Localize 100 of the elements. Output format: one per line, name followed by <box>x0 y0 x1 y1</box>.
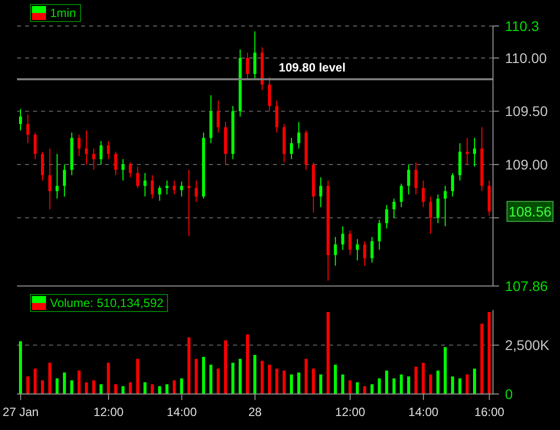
y-tick-label: 110.00 <box>505 50 547 66</box>
bar <box>187 337 190 394</box>
candlestick <box>422 180 425 208</box>
bar <box>128 382 132 394</box>
bar <box>216 368 220 394</box>
bar <box>363 386 366 394</box>
bar <box>180 378 184 394</box>
candlestick <box>128 162 132 178</box>
bar <box>275 368 278 394</box>
candlestick <box>187 169 190 236</box>
bar <box>422 362 425 394</box>
bar <box>143 382 146 394</box>
candlestick <box>392 198 396 218</box>
candlestick <box>275 100 278 134</box>
bar <box>414 366 418 394</box>
bar <box>106 362 110 394</box>
candlestick <box>56 153 59 200</box>
y-tick-label: 2,500K <box>505 337 550 354</box>
x-tick-label: 14:00 <box>166 405 198 419</box>
y-tick-label: 109.00 <box>505 156 548 173</box>
candlestick <box>84 130 88 166</box>
candlestick <box>78 134 81 156</box>
x-tick-label: 12:00 <box>335 405 366 419</box>
candlestick <box>473 137 476 168</box>
bar <box>136 358 140 394</box>
x-tick-label: 14:00 <box>408 405 439 419</box>
bar <box>444 347 447 394</box>
bar <box>334 364 337 394</box>
bar <box>348 380 352 394</box>
candlestick <box>451 172 454 197</box>
candlestick <box>400 183 403 208</box>
bar <box>290 374 293 394</box>
candlestick <box>458 142 462 182</box>
candlestick <box>194 180 198 202</box>
text: 108.56 <box>508 203 552 220</box>
candlestick <box>297 121 300 150</box>
candlestick <box>444 185 447 227</box>
y-tick-label: 109.50 <box>505 103 548 120</box>
candlestick <box>122 158 125 182</box>
candlestick <box>466 137 469 166</box>
candlestick <box>40 151 44 182</box>
bar <box>268 364 271 394</box>
bar <box>165 384 168 394</box>
bar <box>224 340 228 394</box>
bar <box>488 312 491 394</box>
bar <box>56 378 59 394</box>
bar <box>407 376 410 394</box>
candlestick <box>363 240 366 266</box>
x-tick-label: 28 <box>248 405 262 419</box>
candlestick <box>414 162 418 195</box>
bar <box>26 376 30 394</box>
y-tick-label: 107.86 <box>505 278 548 294</box>
candlestick <box>158 185 162 202</box>
bar <box>19 341 22 394</box>
candlestick <box>429 196 432 234</box>
candlestick <box>34 132 37 160</box>
bar <box>40 380 44 394</box>
candlestick <box>216 100 220 134</box>
bar <box>84 382 88 394</box>
candlestick <box>436 194 440 224</box>
candlestick <box>341 226 344 250</box>
candlestick <box>19 108 22 131</box>
bar <box>429 374 432 394</box>
candlestick <box>253 30 256 80</box>
y-tick-label: 110.3 <box>505 18 540 34</box>
candlestick <box>348 230 352 256</box>
bar <box>466 374 469 394</box>
bar <box>260 360 264 394</box>
candlestick <box>48 148 52 210</box>
bar <box>70 380 74 394</box>
bar <box>231 362 234 394</box>
bar <box>48 362 52 394</box>
ref-line-label: 109.80 level <box>278 60 346 74</box>
candlestick <box>356 238 359 261</box>
candlestick <box>268 76 271 112</box>
candlestick <box>180 181 184 197</box>
candlestick <box>100 140 103 166</box>
bar <box>400 374 403 394</box>
bar <box>385 370 388 394</box>
bar <box>378 378 381 394</box>
candlestick <box>114 151 118 176</box>
bar <box>356 382 359 394</box>
x-tick-label: 16:00 <box>474 405 505 419</box>
bar <box>312 368 315 394</box>
bar <box>209 364 212 394</box>
bar <box>150 384 154 394</box>
bar <box>62 372 66 394</box>
candlestick <box>143 172 146 197</box>
candlestick <box>246 52 250 80</box>
bar <box>370 384 374 394</box>
bar <box>34 368 37 394</box>
bar <box>282 370 286 394</box>
candlestick <box>26 114 30 144</box>
candlestick <box>106 140 110 160</box>
bar <box>341 374 344 394</box>
candlestick <box>370 236 374 264</box>
bar <box>114 384 118 394</box>
bar <box>194 358 198 394</box>
bar <box>78 370 81 394</box>
x-tick-label: 12:00 <box>94 405 124 419</box>
